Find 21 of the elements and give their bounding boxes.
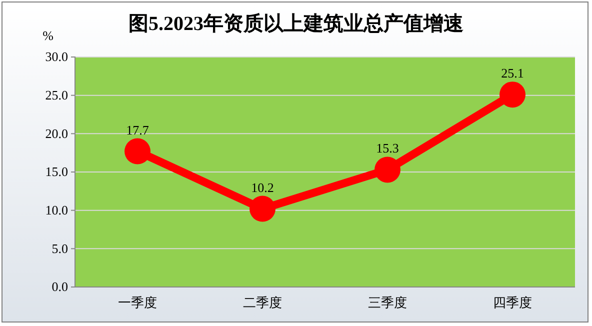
chart-title: 图5.2023年资质以上建筑业总产值增速	[128, 12, 464, 35]
y-tick-label: 20.0	[45, 126, 68, 141]
y-tick-label: 0.0	[52, 279, 68, 294]
y-tick-label: 25.0	[45, 87, 68, 102]
point	[500, 82, 526, 108]
x-tick-label: 二季度	[243, 294, 282, 310]
y-tick-label: 15.0	[45, 164, 68, 180]
x-tick-label: 四季度	[493, 294, 532, 310]
y-tick-label: 5.0	[52, 240, 68, 256]
data-label: 17.7	[126, 122, 150, 138]
point	[124, 138, 150, 164]
y-tick-label: 10.0	[45, 202, 68, 218]
point	[374, 156, 400, 183]
y-axis-title: %	[42, 28, 54, 43]
data-label: 15.3	[376, 140, 399, 156]
data-label: 10.2	[251, 180, 274, 195]
x-tick-label: 一季度	[118, 294, 157, 310]
x-tick-label: 三季度	[368, 294, 407, 310]
point	[250, 196, 276, 222]
data-label: 25.1	[501, 66, 524, 81]
y-tick-label: 30.0	[45, 49, 68, 64]
